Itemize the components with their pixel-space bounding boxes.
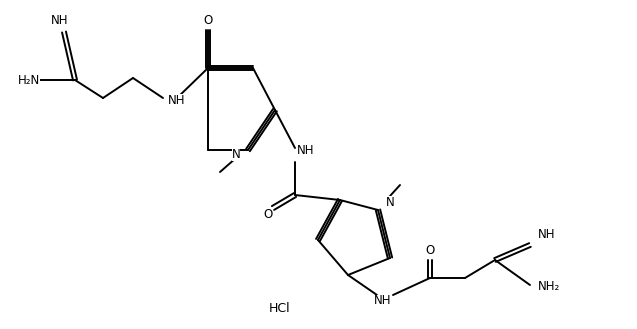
- Text: N: N: [232, 147, 240, 161]
- Text: O: O: [203, 13, 213, 27]
- Text: NH: NH: [538, 229, 555, 241]
- Text: NH: NH: [375, 294, 392, 308]
- Text: H₂N: H₂N: [18, 73, 40, 87]
- Text: NH₂: NH₂: [538, 281, 561, 293]
- Text: NH: NH: [51, 13, 69, 27]
- Text: NH: NH: [168, 93, 185, 107]
- Text: HCl: HCl: [269, 301, 291, 315]
- Text: O: O: [426, 243, 434, 257]
- Text: N: N: [385, 195, 394, 209]
- Text: NH: NH: [297, 143, 315, 157]
- Text: O: O: [263, 209, 273, 221]
